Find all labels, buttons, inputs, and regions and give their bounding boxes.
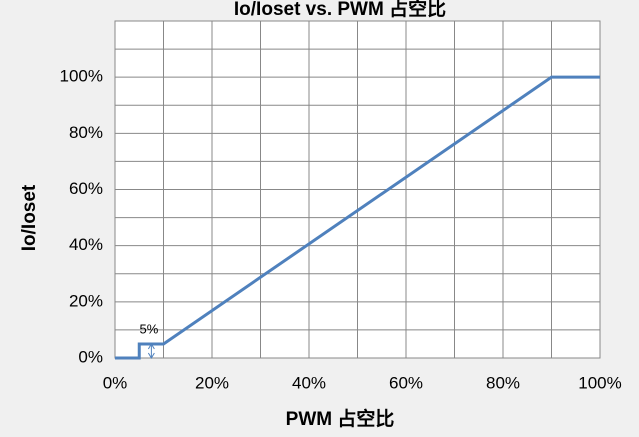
x-tick-label: 0% [103,373,128,392]
x-tick-label: 40% [292,373,326,392]
annotation-arrowhead [147,352,155,359]
y-tick-label: 80% [69,123,103,142]
y-tick-label: 60% [69,179,103,198]
x-tick-label: 20% [195,373,229,392]
y-axis-label: Io/Ioset [19,184,40,251]
x-tick-label: 60% [389,373,423,392]
annotation: 5% [140,321,159,336]
x-axis-label: PWM 占空比 [286,407,395,430]
y-tick-label: 100% [60,67,103,86]
x-tick-label: 100% [578,373,621,392]
x-tick-label: 80% [486,373,520,392]
y-tick-label: 40% [69,235,103,254]
y-tick-label: 20% [69,291,103,310]
y-tick-label: 0% [78,347,103,366]
annotation-arrowhead [147,342,155,350]
chart-title: Io/Ioset vs. PWM 占空比 [234,0,446,20]
